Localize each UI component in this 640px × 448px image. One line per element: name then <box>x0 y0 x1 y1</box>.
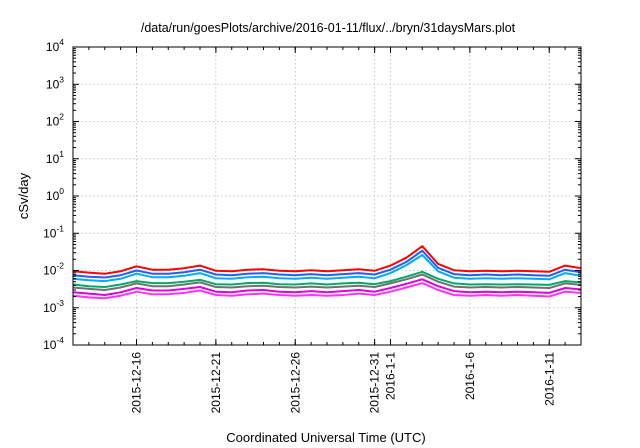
y-tick-label: 101 <box>46 149 64 166</box>
series-line-3 <box>72 254 582 283</box>
y-tick-label: 102 <box>46 112 64 129</box>
x-tick-label: 2015-12-26 <box>288 352 302 414</box>
y-tick-label: 10-1 <box>43 223 64 240</box>
x-tick-label: 2015-12-21 <box>209 352 223 414</box>
x-tick-label: 2016-1-1 <box>384 352 398 400</box>
x-tick-label: 2016-1-11 <box>542 352 556 406</box>
y-tick-label: 10-4 <box>43 335 64 352</box>
y-tick-label: 103 <box>46 74 64 91</box>
series-line-2 <box>72 249 582 279</box>
y-axis-title: cSv/day <box>16 172 31 219</box>
x-tick-label: 2016-1-6 <box>463 352 477 400</box>
y-tick-label: 10-2 <box>43 261 64 278</box>
chart-title: /data/run/goesPlots/archive/2016-01-11/f… <box>141 21 516 35</box>
x-tick-label: 2015-12-31 <box>368 352 382 414</box>
series-line-1 <box>72 245 582 275</box>
x-axis-title: Coordinated Universal Time (UTC) <box>226 430 425 445</box>
series-group <box>72 245 582 300</box>
x-axis: 2015-12-16 2015-12-21 2015-12-26 2015-12-31… <box>72 47 582 414</box>
series-line-7 <box>72 282 582 300</box>
series-line-6 <box>72 278 582 296</box>
y-tick-label: 100 <box>46 186 64 203</box>
series-line-5 <box>72 273 582 291</box>
y-tick-label: 104 <box>46 37 64 54</box>
series-line-4 <box>72 270 582 288</box>
grid <box>73 47 581 345</box>
y-axis: 10-4 10-3 10-2 10-1 100 101 102 103 104 <box>43 37 581 352</box>
y-tick-label: 10-3 <box>43 298 64 315</box>
x-tick-label: 2015-12-16 <box>130 352 144 414</box>
